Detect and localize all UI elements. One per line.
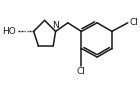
Text: Cl: Cl: [129, 18, 138, 27]
Text: HO: HO: [2, 27, 16, 36]
Text: Cl: Cl: [77, 67, 86, 76]
Text: N: N: [52, 21, 59, 30]
